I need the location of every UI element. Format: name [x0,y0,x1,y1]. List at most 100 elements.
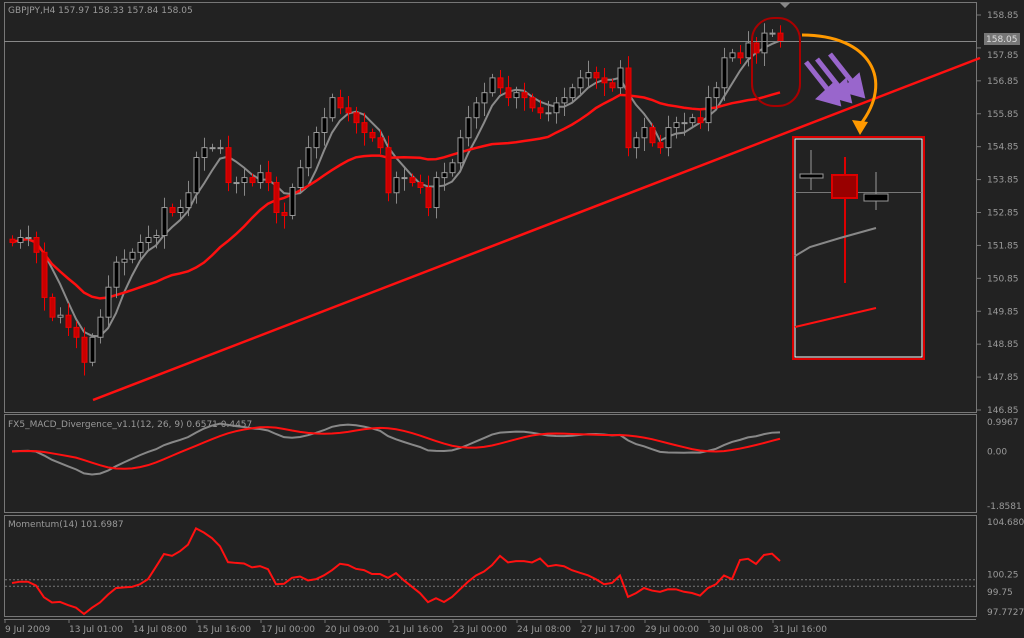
bull-candle [305,147,312,169]
zoom-inset [792,136,925,360]
purple-arrows-icon [804,52,866,107]
bull-candle [449,162,456,174]
bear-candle [65,314,72,328]
bull-candle [193,157,200,194]
bull-candle [57,314,64,318]
current-price-box [984,33,1020,45]
bear-candle [753,42,760,54]
momentum-tick-label: 97.7727 [987,608,1024,618]
momentum-tick-label: 100.25 [987,571,1019,581]
orange-arrowhead-icon [852,120,868,135]
macd-tick-label: 0.9967 [987,418,1019,428]
price-tick-label: 155.85 [987,110,1019,120]
time-tick-label: 20 Jul 09:00 [325,625,379,635]
macd-main-line [11,422,781,476]
bear-candle [225,147,232,184]
trendline-layer [92,56,981,402]
bear-candle [369,132,376,139]
bear-candle [657,142,664,149]
bull-candle [577,77,584,89]
bear-candle [265,172,272,184]
momentum-tick-label: 104.6803 [987,518,1024,528]
bull-candle [473,102,480,119]
bull-candle [401,177,408,180]
macd-panel[interactable] [4,414,977,513]
bull-candle [465,117,472,139]
bear-candle [273,182,280,214]
time-tick-label: 15 Jul 16:00 [197,625,251,635]
price-tick-label: 156.85 [987,77,1019,87]
price-tick-label: 150.85 [987,274,1019,284]
time-tick-label: 17 Jul 00:00 [261,625,315,635]
orange-curved-arrow [801,33,878,126]
bull-candle [313,132,320,149]
time-axis[interactable]: 9 Jul 2009 13 Jul 01:00 14 Jul 08:00 15 Jul… [4,619,827,635]
main-panel[interactable] [4,2,977,413]
time-tick-label: 14 Jul 08:00 [133,625,187,635]
bull-candle [121,258,128,263]
macd-signal-line [11,426,781,470]
bull-candle [113,261,120,288]
bear-candle [49,296,56,318]
bear-candle [337,97,344,109]
bull-candle [769,32,776,35]
bull-candle [561,97,568,104]
bull-candle [457,137,464,164]
bear-candle [777,32,784,42]
bull-candle [17,237,24,243]
price-tick-label: 147.85 [987,373,1019,383]
time-tick-label: 29 Jul 00:00 [645,625,699,635]
trendline [92,56,981,402]
bull-candle [713,87,720,99]
bull-candle [201,147,208,159]
momentum-line-path [11,526,781,616]
bull-candle [585,72,592,79]
bear-candle [33,237,40,253]
bear-candle [505,87,512,99]
time-tick-label: 13 Jul 01:00 [69,625,123,635]
bull-candle [233,182,240,185]
bull-candle [617,67,624,89]
bear-candle [425,186,432,209]
bull-candle [569,87,576,99]
bull-candle [673,122,680,129]
bear-candle [521,92,528,99]
time-tick-label: 24 Jul 08:00 [517,625,571,635]
macd-lines: 0.9967 0.00 -1.8581 [11,418,1022,512]
shift-marker-icon[interactable] [780,3,790,8]
bull-candle [633,137,640,149]
bull-candle [137,241,144,253]
bull-candle [161,207,168,237]
chart-title: GBPJPY,H4 157.97 158.33 157.84 158.05 [8,6,193,16]
bear-candle [377,137,384,149]
price-tick-label: 153.85 [987,176,1019,186]
bull-candle [681,122,688,125]
bear-candle [537,107,544,114]
bear-candle [529,97,536,109]
bull-candle [553,102,560,114]
price-tick-label: 157.85 [987,51,1019,61]
bear-candle [9,238,16,243]
bull-candle [145,237,152,243]
bull-candle [289,186,296,216]
momentum-line: 104.6803 100.25 99.75 97.7727 [5,518,1024,618]
bull-candle [297,167,304,188]
candles [9,23,784,376]
bear-candle [169,207,176,213]
bear-candle [249,177,256,184]
momentum-panel[interactable] [4,515,977,617]
price-tick-label: 151.85 [987,241,1019,251]
bear-candle [697,117,704,124]
price-tick-label: 149.85 [987,307,1019,317]
price-axis[interactable]: 158.85 157.85 156.85 155.85 154.85 153.85 152.… [977,11,1019,416]
price-tick-label: 152.85 [987,209,1019,219]
slow-ma-line [11,91,781,300]
bull-candle [89,336,96,363]
bull-candle [185,192,192,209]
bull-candle [441,172,448,179]
bear-candle [609,82,616,89]
bull-candle [329,97,336,119]
price-tick-label: 154.85 [987,143,1019,153]
bull-candle [129,251,136,260]
